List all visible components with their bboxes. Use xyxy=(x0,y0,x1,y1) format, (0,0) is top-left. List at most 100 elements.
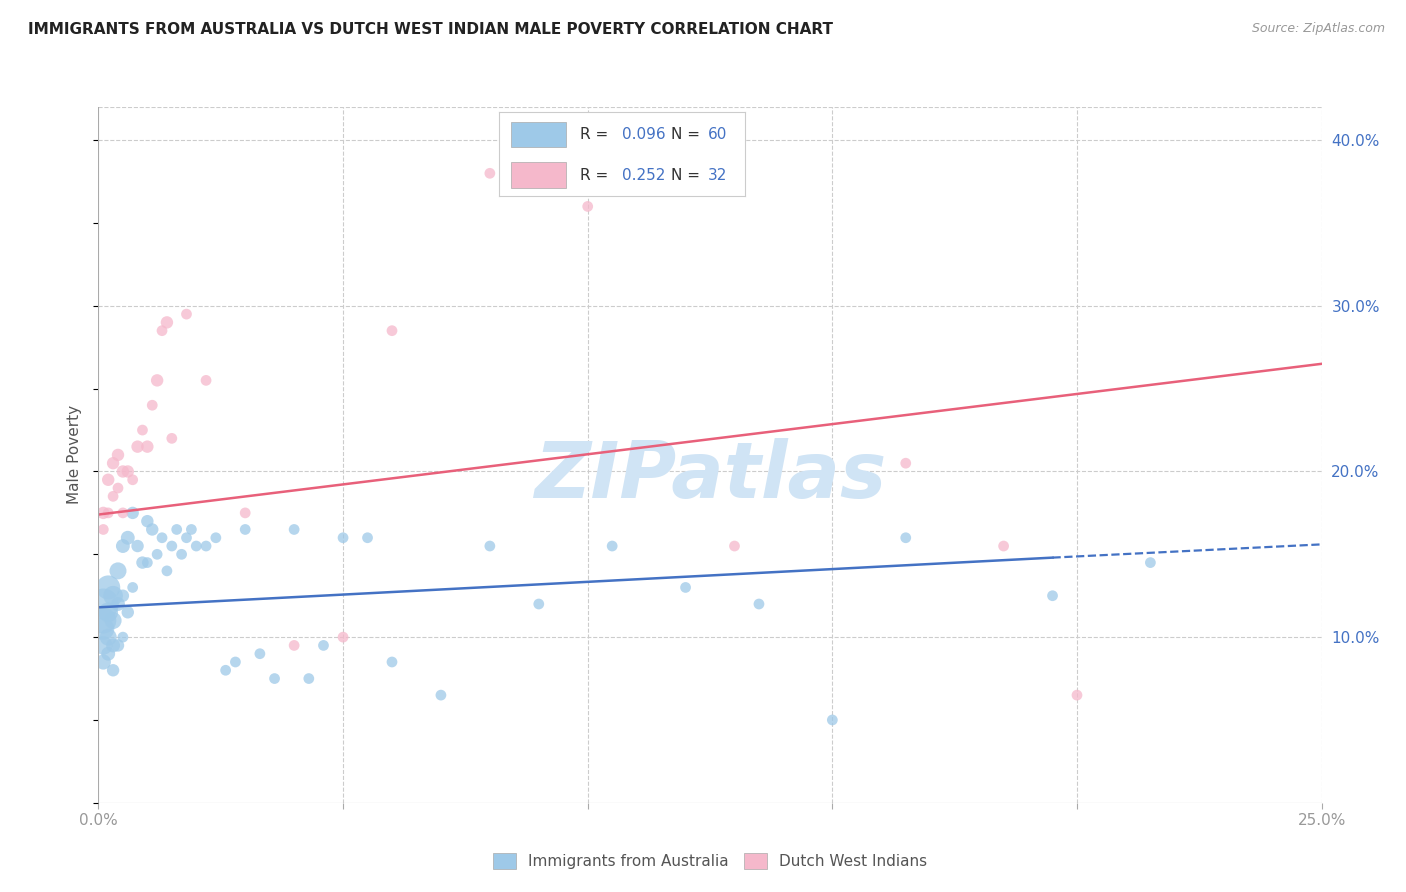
Point xyxy=(111,506,134,520)
Point xyxy=(180,523,202,537)
Point xyxy=(97,581,120,595)
Point xyxy=(91,622,114,636)
Point xyxy=(675,581,697,595)
Point xyxy=(97,473,120,487)
Point xyxy=(101,589,124,603)
Text: 0.096: 0.096 xyxy=(621,127,666,142)
Text: N =: N = xyxy=(672,168,706,183)
Point xyxy=(91,614,114,628)
Point xyxy=(170,547,193,561)
Point xyxy=(121,581,143,595)
Bar xyxy=(512,121,565,147)
Point xyxy=(141,523,163,537)
Point xyxy=(150,324,173,338)
Point xyxy=(136,440,159,454)
Point xyxy=(176,531,198,545)
Point xyxy=(205,531,228,545)
Point xyxy=(117,465,139,479)
Point xyxy=(233,506,256,520)
Point xyxy=(1042,589,1064,603)
Point xyxy=(478,539,501,553)
Point xyxy=(127,539,149,553)
Point xyxy=(894,456,917,470)
Point xyxy=(176,307,198,321)
Point xyxy=(117,605,139,619)
Point xyxy=(356,531,378,545)
Point xyxy=(214,663,236,677)
Point xyxy=(298,672,321,686)
Point xyxy=(91,639,114,653)
Point xyxy=(233,523,256,537)
Point xyxy=(97,506,120,520)
Text: R =: R = xyxy=(581,127,613,142)
Point xyxy=(107,597,129,611)
Point xyxy=(283,639,305,653)
Point xyxy=(195,539,218,553)
Point xyxy=(101,614,124,628)
Point xyxy=(131,423,153,437)
Point xyxy=(111,630,134,644)
Point xyxy=(332,630,354,644)
Point xyxy=(111,465,134,479)
Point xyxy=(478,166,501,180)
Point xyxy=(381,324,404,338)
Point xyxy=(312,639,335,653)
Point xyxy=(91,506,114,520)
Point xyxy=(195,373,218,387)
Point xyxy=(993,539,1015,553)
Text: R =: R = xyxy=(581,168,613,183)
Point xyxy=(332,531,354,545)
Point xyxy=(97,630,120,644)
Text: 32: 32 xyxy=(709,168,728,183)
Point xyxy=(101,456,124,470)
Point xyxy=(156,564,179,578)
Point xyxy=(723,539,745,553)
Point xyxy=(97,605,120,619)
Point xyxy=(576,199,599,213)
Point xyxy=(101,489,124,503)
Point xyxy=(127,440,149,454)
Point xyxy=(160,431,183,445)
Point xyxy=(224,655,246,669)
Text: N =: N = xyxy=(672,127,706,142)
Point xyxy=(748,597,770,611)
Point xyxy=(117,531,139,545)
Point xyxy=(166,523,188,537)
Bar xyxy=(512,162,565,188)
Text: ZIPatlas: ZIPatlas xyxy=(534,438,886,514)
Point xyxy=(97,647,120,661)
Legend: Immigrants from Australia, Dutch West Indians: Immigrants from Australia, Dutch West In… xyxy=(486,847,934,875)
Point xyxy=(91,597,114,611)
Point xyxy=(107,564,129,578)
Text: 60: 60 xyxy=(709,127,728,142)
Point xyxy=(146,547,169,561)
Point xyxy=(249,647,271,661)
Point xyxy=(136,514,159,528)
Point xyxy=(121,473,143,487)
Point xyxy=(146,373,169,387)
Point xyxy=(107,481,129,495)
Point xyxy=(894,531,917,545)
Point xyxy=(101,663,124,677)
Point xyxy=(381,655,404,669)
Point xyxy=(141,398,163,412)
Point xyxy=(111,589,134,603)
Text: Source: ZipAtlas.com: Source: ZipAtlas.com xyxy=(1251,22,1385,36)
Point xyxy=(150,531,173,545)
Point xyxy=(600,539,623,553)
Point xyxy=(186,539,208,553)
Y-axis label: Male Poverty: Male Poverty xyxy=(67,405,83,505)
Point xyxy=(91,655,114,669)
Point xyxy=(91,523,114,537)
Point xyxy=(156,315,179,329)
Point xyxy=(111,539,134,553)
Point xyxy=(101,639,124,653)
Point xyxy=(1066,688,1088,702)
Point xyxy=(821,713,844,727)
Text: IMMIGRANTS FROM AUSTRALIA VS DUTCH WEST INDIAN MALE POVERTY CORRELATION CHART: IMMIGRANTS FROM AUSTRALIA VS DUTCH WEST … xyxy=(28,22,834,37)
Point xyxy=(107,639,129,653)
Point xyxy=(121,506,143,520)
Point xyxy=(136,556,159,570)
Point xyxy=(107,448,129,462)
Point xyxy=(1139,556,1161,570)
